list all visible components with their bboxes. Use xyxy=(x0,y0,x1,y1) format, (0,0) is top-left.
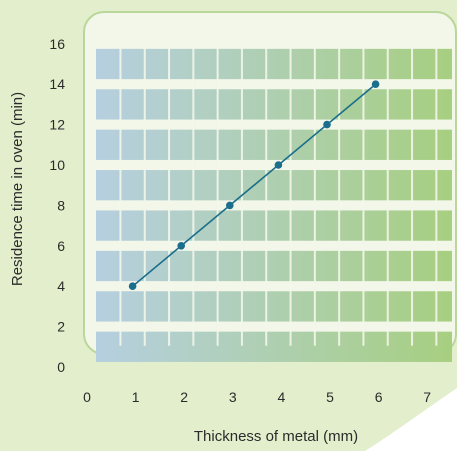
grid-band xyxy=(96,210,452,241)
x-tick-label: 7 xyxy=(423,389,431,405)
y-tick-label: 16 xyxy=(49,36,65,52)
data-point xyxy=(371,80,380,88)
y-tick-label: 6 xyxy=(57,238,65,254)
grid-band xyxy=(96,170,452,201)
data-point xyxy=(226,201,234,210)
series-group xyxy=(128,80,380,291)
y-tick-label: 14 xyxy=(49,76,65,92)
grid-band xyxy=(96,89,452,120)
y-tick-label: 8 xyxy=(57,197,65,213)
y-axis-label: Residence time in oven (min) xyxy=(9,92,26,286)
grid-band xyxy=(96,250,452,282)
x-tick-labels: 0 1 2 3 4 5 6 7 xyxy=(83,389,431,405)
x-tick-label: 6 xyxy=(375,389,383,405)
data-point xyxy=(274,161,283,169)
y-tick-labels: 0 2 4 6 8 10 12 14 16 xyxy=(49,36,65,375)
x-tick-label: 0 xyxy=(83,389,91,405)
data-point xyxy=(177,242,185,250)
x-tick-label: 1 xyxy=(132,389,140,405)
series-line xyxy=(132,83,377,287)
grid-band xyxy=(96,291,452,322)
x-tick-label: 3 xyxy=(229,389,237,405)
y-tick-label: 0 xyxy=(57,359,65,375)
y-tick-label: 12 xyxy=(49,117,65,133)
x-tick-label: 4 xyxy=(278,389,286,405)
grid-bands xyxy=(96,48,452,362)
grid-band xyxy=(96,129,452,160)
x-axis-label: Thickness of metal (mm) xyxy=(194,428,358,445)
data-point xyxy=(323,120,331,129)
x-tick-label: 2 xyxy=(180,389,188,405)
grid-band xyxy=(96,48,452,80)
data-point xyxy=(128,282,137,291)
y-tick-label: 10 xyxy=(49,157,65,173)
grid-band xyxy=(96,331,452,362)
y-tick-label: 4 xyxy=(57,278,65,294)
y-tick-label: 2 xyxy=(57,319,65,335)
x-tick-label: 5 xyxy=(326,389,334,405)
